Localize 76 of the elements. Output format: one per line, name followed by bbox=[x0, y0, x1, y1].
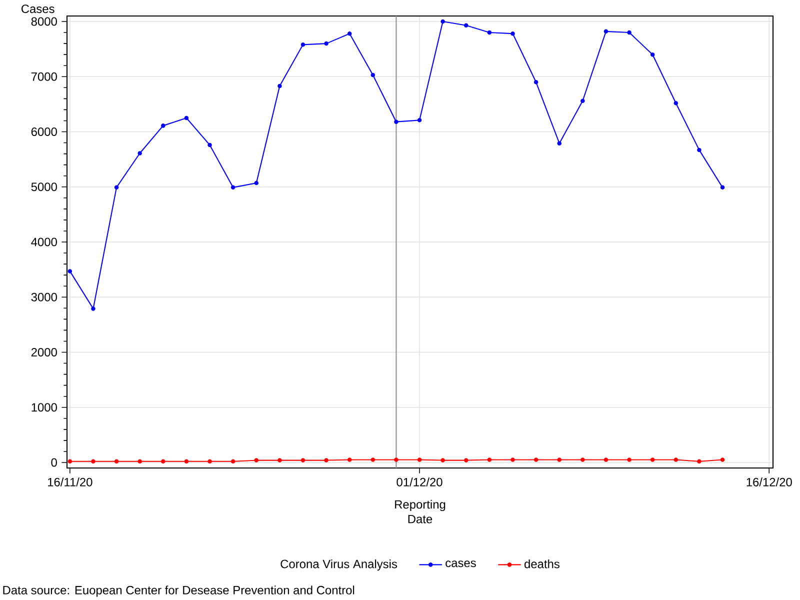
point bbox=[580, 98, 585, 104]
point bbox=[347, 458, 352, 462]
point bbox=[650, 458, 655, 462]
y-tick-label: 7000 bbox=[31, 72, 57, 81]
point bbox=[464, 23, 468, 28]
point bbox=[278, 458, 282, 462]
point bbox=[464, 458, 468, 462]
legend-label: deaths bbox=[524, 559, 560, 568]
point bbox=[230, 185, 236, 190]
point bbox=[230, 459, 236, 464]
source-note: Data source: Euopean Center for Desease Prevention and Control bbox=[3, 586, 354, 597]
point bbox=[534, 458, 538, 462]
point bbox=[138, 459, 142, 464]
point bbox=[394, 458, 398, 462]
x-tick-label: 16/11/20 bbox=[48, 478, 92, 486]
point bbox=[697, 459, 702, 464]
y-tick-label: 2000 bbox=[31, 348, 57, 356]
point bbox=[557, 458, 562, 462]
point bbox=[510, 458, 515, 462]
y-tick-label: 5000 bbox=[31, 182, 57, 192]
point bbox=[324, 458, 328, 462]
point bbox=[720, 185, 725, 190]
point bbox=[510, 32, 515, 36]
y-tick-label: 1000 bbox=[32, 403, 57, 412]
point bbox=[674, 100, 678, 106]
legend-title: Corona Virus Analysis bbox=[280, 559, 398, 571]
y-tick-label: 3000 bbox=[31, 292, 57, 302]
point bbox=[254, 180, 258, 186]
point bbox=[254, 458, 258, 462]
x-axis-title: Reporting Date bbox=[395, 500, 446, 524]
point bbox=[604, 458, 608, 462]
point bbox=[114, 185, 119, 190]
y-tick-label: 6000 bbox=[31, 128, 57, 136]
point bbox=[91, 459, 96, 464]
y-tick-label: 8000 bbox=[31, 17, 57, 26]
point bbox=[487, 30, 492, 35]
point bbox=[278, 84, 282, 88]
point bbox=[300, 458, 306, 462]
point bbox=[394, 120, 398, 124]
point bbox=[697, 148, 702, 152]
point bbox=[347, 32, 352, 36]
point bbox=[324, 41, 328, 46]
point bbox=[440, 19, 445, 24]
point bbox=[604, 29, 608, 34]
point bbox=[161, 124, 166, 128]
y-axis-title: Cases bbox=[21, 4, 54, 14]
point bbox=[650, 52, 655, 57]
point bbox=[68, 269, 72, 274]
point bbox=[674, 458, 678, 462]
point bbox=[208, 459, 212, 464]
point bbox=[161, 459, 166, 464]
point bbox=[208, 142, 212, 148]
point bbox=[300, 42, 306, 47]
point bbox=[557, 141, 562, 146]
point bbox=[720, 458, 725, 462]
x-tick-label: 16/12/20 bbox=[746, 478, 792, 486]
point bbox=[487, 458, 492, 462]
point bbox=[370, 458, 376, 462]
point bbox=[370, 72, 376, 78]
legend-label: cases bbox=[446, 560, 476, 568]
point bbox=[138, 151, 142, 156]
y-tick-label: 0 bbox=[51, 458, 57, 467]
point bbox=[417, 118, 422, 122]
point bbox=[580, 458, 585, 462]
point bbox=[184, 459, 189, 464]
point bbox=[627, 30, 632, 35]
x-tick-label: 01/12/20 bbox=[396, 478, 442, 486]
y-tick-label: 4000 bbox=[31, 238, 57, 246]
point bbox=[627, 458, 632, 462]
point bbox=[417, 458, 422, 462]
point bbox=[184, 116, 189, 120]
point bbox=[534, 80, 538, 84]
point bbox=[440, 458, 445, 462]
point bbox=[68, 459, 72, 464]
point bbox=[91, 306, 96, 311]
point bbox=[114, 459, 119, 464]
